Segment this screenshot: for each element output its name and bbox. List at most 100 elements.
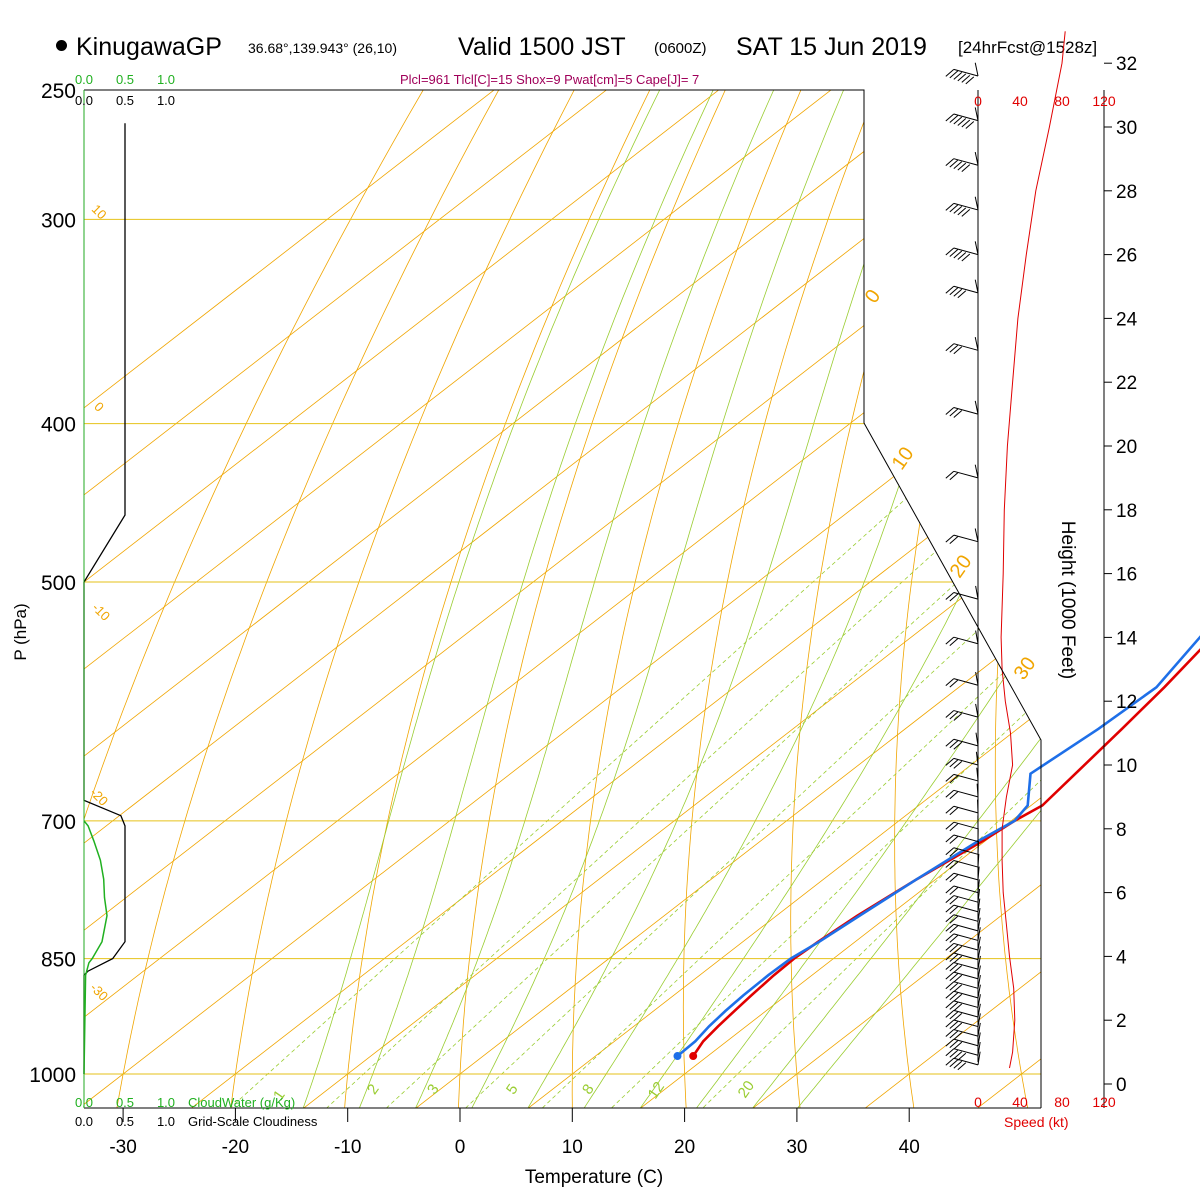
wind-barb xyxy=(945,917,981,934)
wind-barb-staff xyxy=(977,917,981,931)
wind-barb-flag xyxy=(965,76,975,85)
height-tick-label: 4 xyxy=(1116,947,1127,968)
wind-barb xyxy=(945,866,980,883)
chart-header: KinugawaGP 36.68°,139.943° (26,10) Valid… xyxy=(0,0,1200,100)
wind-barb-flag xyxy=(953,1060,963,1069)
wind-barb-flag xyxy=(953,288,963,297)
wind-barb xyxy=(945,888,981,905)
wind-barb-flag xyxy=(953,955,963,964)
wind-barb-flag xyxy=(953,116,963,125)
wind-barb-flag xyxy=(949,740,959,749)
wind-barb xyxy=(945,767,979,784)
wind-barb-flag xyxy=(949,861,959,870)
wind-barb-shaft xyxy=(953,773,979,782)
speed-tick-top: 80 xyxy=(1054,93,1070,109)
moist-adiabat-line xyxy=(527,90,939,1108)
wind-barb xyxy=(945,946,981,964)
temperature-tick-label: 10 xyxy=(562,1137,583,1158)
wind-barb-staff xyxy=(975,630,979,644)
wind-barb-staff xyxy=(974,107,979,121)
wind-barb xyxy=(945,62,979,85)
wind-barb-flag xyxy=(945,990,955,999)
wind-barb-staff xyxy=(977,908,981,922)
wind-barb-flag xyxy=(957,290,967,299)
wind-barb-flag xyxy=(945,738,955,747)
wind-barb-flag xyxy=(945,914,955,923)
wind-barb-flag xyxy=(945,933,955,942)
dry-adiabat-line xyxy=(110,90,516,1108)
dry-adiabat-line xyxy=(457,90,740,1108)
temperature-tick-label: 20 xyxy=(674,1137,695,1158)
wind-barb-flag xyxy=(945,1029,955,1037)
wind-barb-flag xyxy=(945,710,955,718)
isotherm-line xyxy=(147,90,1041,1108)
isotherm-label: -20 xyxy=(87,785,111,809)
wind-barb-shaft xyxy=(953,710,979,718)
wind-barb-flag xyxy=(961,164,971,173)
wind-barb-flag xyxy=(957,118,967,126)
temperature-tick-label: 40 xyxy=(899,1137,920,1158)
wind-barb-flag xyxy=(949,791,959,800)
wind-barb-staff xyxy=(977,853,980,868)
wind-barb-staff xyxy=(974,62,979,77)
wind-barb xyxy=(945,241,979,262)
wind-barb-flag xyxy=(949,115,959,123)
height-axis-label: Height (1000 Feet) xyxy=(1057,521,1078,679)
isotherm-line xyxy=(709,90,1041,1108)
wind-barb-flag xyxy=(945,895,955,903)
wind-barb-flag xyxy=(949,954,959,962)
speed-axis-label: Speed (kt) xyxy=(1004,1114,1069,1130)
wind-barb-flag xyxy=(949,973,959,982)
wind-barb-flag xyxy=(957,1062,967,1071)
wind-barb-flag xyxy=(953,71,963,80)
cloud-water-tick-bottom: 1.0 xyxy=(157,1095,175,1110)
wind-barb-flag xyxy=(953,1051,963,1060)
wind-barb-staff xyxy=(977,888,981,903)
wind-barb-flag xyxy=(953,1013,963,1021)
wind-barb-flag xyxy=(945,789,955,798)
valid-date: SAT 15 Jun 2019 xyxy=(736,33,927,61)
wind-barb-flag xyxy=(965,121,975,129)
height-tick-label: 14 xyxy=(1116,628,1138,649)
wind-barb-flag xyxy=(945,1000,955,1009)
mixing-ratio-label: 20 xyxy=(735,1078,758,1101)
mixing-ratio-label: 3 xyxy=(424,1081,443,1098)
wind-barb-flag xyxy=(953,741,963,750)
wind-barb-flag xyxy=(949,934,959,943)
pressure-tick-label: 850 xyxy=(41,949,76,972)
height-tick-label: 20 xyxy=(1116,437,1137,458)
pressure-tick-label: 300 xyxy=(41,209,76,232)
wind-barb-flag xyxy=(953,1003,963,1012)
mixing-ratio-label: 12 xyxy=(645,1079,668,1102)
wind-barb-staff xyxy=(977,975,981,989)
wind-barb-staff xyxy=(977,1003,981,1018)
wind-barb-staff xyxy=(974,241,979,255)
wind-barb-flag xyxy=(949,1040,959,1048)
wind-barb-flag xyxy=(953,346,963,355)
wind-barb-staff xyxy=(974,528,979,542)
wind-barb xyxy=(945,1022,981,1040)
wind-barb-flag xyxy=(945,1057,955,1066)
wind-barb-flag xyxy=(961,253,971,262)
wind-barb-shaft xyxy=(953,847,979,855)
wind-barb-flag xyxy=(945,821,955,830)
wind-barb-staff xyxy=(977,946,981,960)
wind-barb xyxy=(945,783,979,800)
wind-barb-flag xyxy=(949,1030,959,1039)
isotherm-line xyxy=(84,90,757,1108)
dry-adiabat-line xyxy=(1093,61,1187,1142)
wind-barb xyxy=(945,841,980,857)
wind-barb-staff xyxy=(974,196,979,211)
wind-barb-flag xyxy=(949,848,959,857)
cloud-water-tick-top: 0.5 xyxy=(116,72,134,87)
wind-barb xyxy=(945,107,979,129)
y-axis-label: P (hPa) xyxy=(11,603,30,660)
pressure-tick-label: 500 xyxy=(41,572,76,595)
wind-barb-staff xyxy=(974,279,979,293)
wind-barb xyxy=(945,732,979,750)
wind-barb-shaft xyxy=(953,914,979,922)
wind-barb-flag xyxy=(945,285,955,294)
wind-barb-shaft xyxy=(953,789,979,798)
height-tick-label: 18 xyxy=(1116,501,1137,522)
